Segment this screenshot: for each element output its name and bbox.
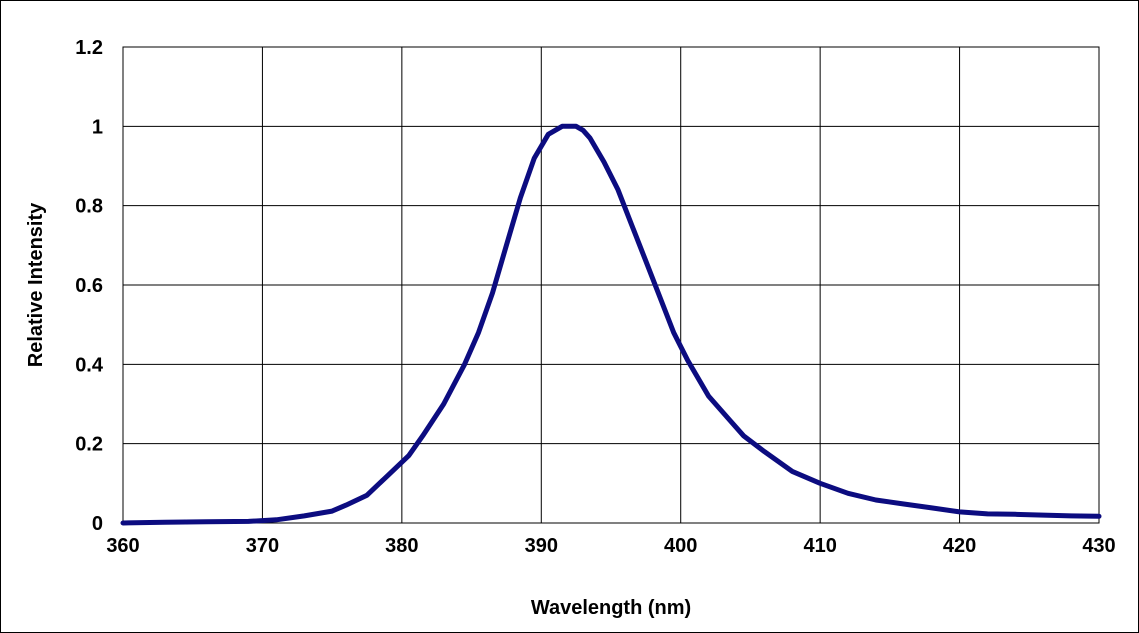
y-axis-title: Relative Intensity — [25, 202, 47, 367]
x-tick-label: 370 — [246, 535, 279, 557]
x-axis-ticks: 360 370 380 390 400 410 420 430 — [106, 535, 1115, 557]
y-axis-ticks: 0 0.2 0.4 0.6 0.8 1 1.2 — [75, 37, 104, 535]
intensity-series-line — [120, 123, 1102, 526]
x-tick-label: 410 — [803, 535, 836, 557]
x-tick-label: 390 — [525, 535, 558, 557]
y-tick-label: 0 — [92, 513, 103, 535]
x-axis-title: Wavelength (nm) — [531, 597, 691, 619]
x-tick-label: 360 — [106, 535, 139, 557]
y-tick-label: 0.8 — [75, 196, 103, 218]
plot-area-border — [122, 46, 1100, 524]
grid-lines — [122, 46, 1100, 524]
y-tick-label: 0.6 — [75, 275, 103, 297]
y-tick-label: 1.2 — [75, 37, 103, 59]
x-tick-label: 400 — [664, 535, 697, 557]
y-tick-label: 0.2 — [75, 434, 103, 456]
y-tick-label: 0.4 — [75, 354, 104, 376]
x-tick-label: 420 — [943, 535, 976, 557]
y-tick-label: 1 — [92, 116, 103, 138]
x-tick-label: 430 — [1082, 535, 1115, 557]
x-tick-label: 380 — [385, 535, 418, 557]
